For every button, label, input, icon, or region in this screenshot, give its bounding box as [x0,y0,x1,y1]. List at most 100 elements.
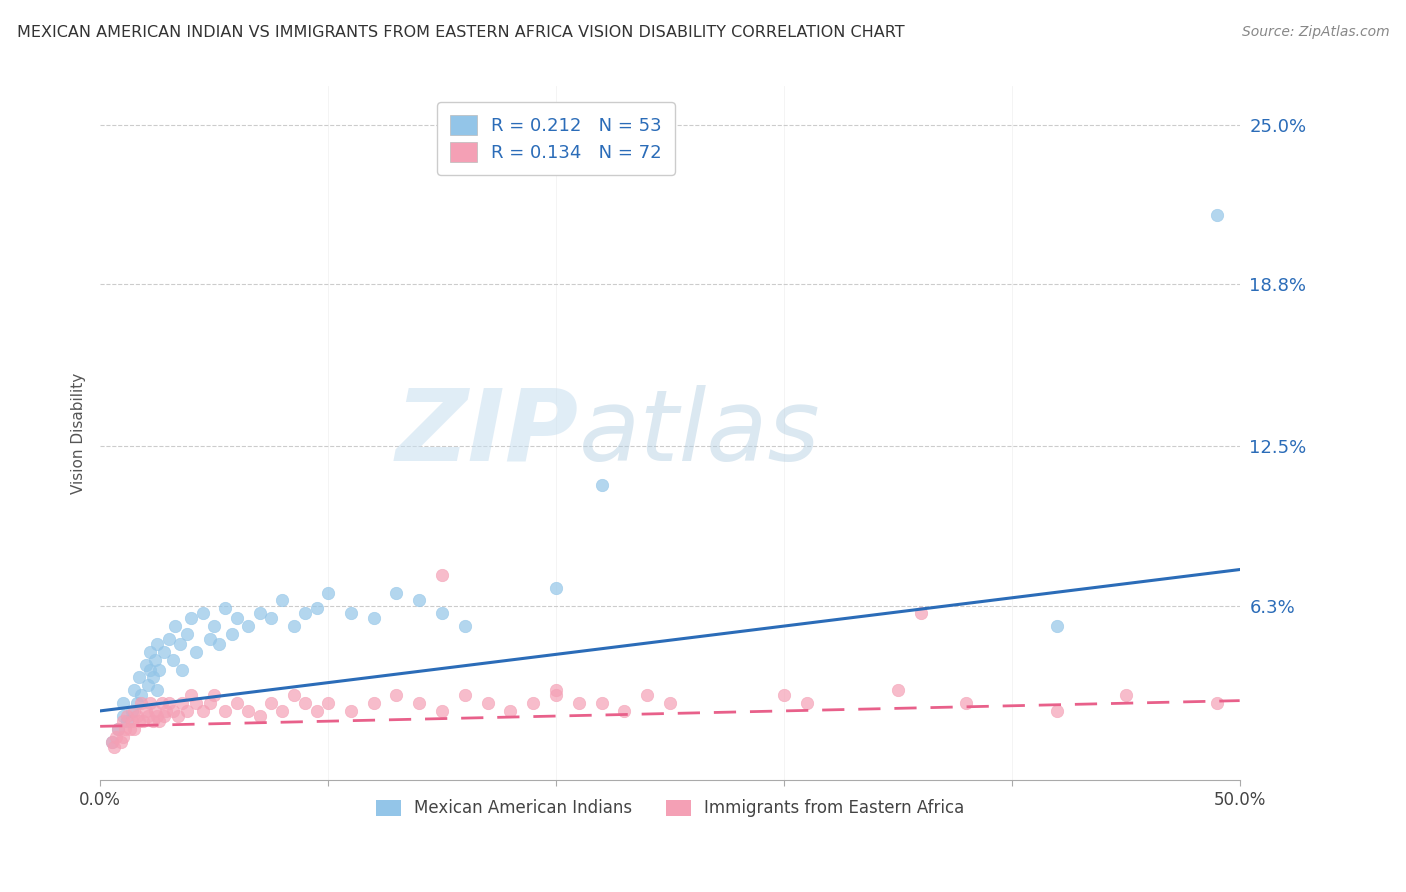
Point [136,678,159,692]
Point [110,735,132,749]
Point [148,714,170,729]
Point [124,683,146,698]
Point [271,593,294,607]
Point [198,632,221,646]
Point [316,585,339,599]
Point [385,689,408,703]
Point [910,606,932,620]
Point [260,611,283,625]
Point [180,689,202,703]
Point [172,696,194,710]
Point [184,696,207,710]
Point [114,722,136,736]
Point [430,567,453,582]
Point [202,619,225,633]
Point [887,683,910,698]
Point [294,696,316,710]
Point [568,696,591,710]
Point [139,663,162,677]
Point [117,714,139,729]
Point [162,652,184,666]
Point [271,704,294,718]
Point [225,696,247,710]
Point [146,683,169,698]
Point [118,722,141,736]
Point [107,722,129,736]
Point [294,606,316,620]
Point [1046,619,1069,633]
Point [238,704,260,718]
Point [155,704,177,718]
Point [796,696,818,710]
Point [105,730,128,744]
Point [305,601,328,615]
Point [636,689,658,703]
Point [128,671,150,685]
Point [340,606,363,620]
Point [773,689,796,703]
Point [191,606,214,620]
Point [544,689,567,703]
Point [132,714,155,729]
Text: Source: ZipAtlas.com: Source: ZipAtlas.com [1241,25,1389,39]
Point [103,739,125,754]
Text: atlas: atlas [579,384,820,482]
Point [135,704,157,718]
Point [143,704,166,718]
Point [166,709,188,723]
Point [283,689,305,703]
Point [430,704,453,718]
Point [169,637,191,651]
Point [544,683,567,698]
Point [117,709,139,723]
Point [214,704,236,718]
Point [385,585,408,599]
Text: ZIP: ZIP [395,384,579,482]
Point [141,671,163,685]
Point [260,696,283,710]
Point [146,709,169,723]
Point [100,735,122,749]
Point [613,704,636,718]
Point [153,709,176,723]
Point [157,696,180,710]
Point [111,730,134,744]
Point [162,704,184,718]
Point [121,704,143,718]
Point [430,606,453,620]
Point [499,704,522,718]
Point [1205,696,1227,710]
Point [136,709,159,723]
Point [249,606,271,620]
Point [121,714,143,729]
Point [148,663,170,677]
Point [408,696,430,710]
Point [125,709,148,723]
Point [591,477,613,491]
Point [305,704,328,718]
Point [283,619,305,633]
Point [1115,689,1137,703]
Point [522,696,544,710]
Point [125,696,148,710]
Point [139,696,162,710]
Point [477,696,499,710]
Point [180,611,202,625]
Point [202,689,225,703]
Point [172,663,194,677]
Point [141,714,163,729]
Point [111,709,134,723]
Point [1205,208,1227,222]
Point [165,619,187,633]
Point [191,704,214,718]
Point [124,704,146,718]
Point [128,714,150,729]
Point [184,645,207,659]
Point [544,581,567,595]
Point [143,652,166,666]
Point [124,722,146,736]
Point [150,696,173,710]
Point [208,637,231,651]
Point [454,689,477,703]
Point [214,601,236,615]
